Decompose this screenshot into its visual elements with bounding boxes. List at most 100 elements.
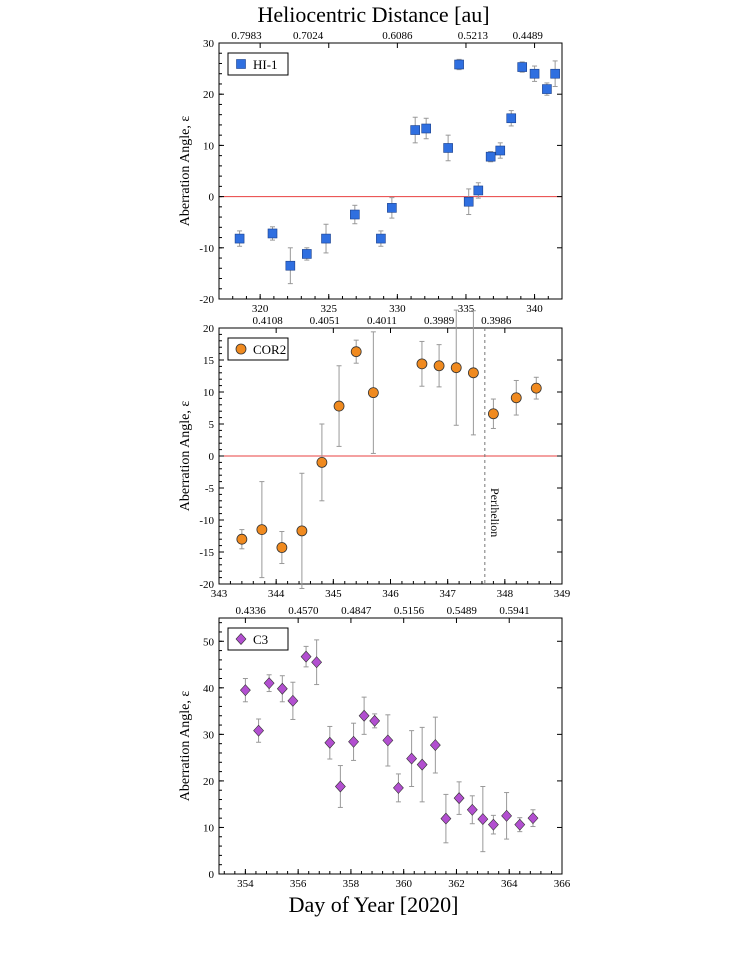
y-tick-label: 0 bbox=[209, 192, 215, 204]
legend-marker bbox=[235, 343, 247, 355]
legend-label: C3 bbox=[253, 632, 268, 647]
x-tick-label: 330 bbox=[389, 303, 406, 315]
top-tick-label: 0.5213 bbox=[458, 30, 489, 42]
y-tick-label: -10 bbox=[199, 243, 214, 255]
data-point bbox=[348, 735, 359, 748]
top-tick-label: 0.5489 bbox=[447, 605, 478, 617]
y-tick-label: 0 bbox=[209, 451, 215, 463]
data-point bbox=[495, 145, 506, 156]
data-point bbox=[443, 143, 453, 153]
plot-frame bbox=[218, 617, 563, 875]
top-tick-label: 0.6086 bbox=[382, 30, 413, 42]
y-tick-label: 20 bbox=[203, 323, 215, 335]
data-point bbox=[550, 68, 560, 79]
data-point bbox=[467, 367, 479, 379]
y-tick-label: 10 bbox=[203, 387, 215, 399]
x-tick-label: 362 bbox=[448, 878, 465, 890]
data-point bbox=[421, 123, 431, 134]
y-axis-label: Aberration Angle, ε bbox=[178, 401, 193, 512]
data-point bbox=[285, 260, 296, 271]
data-point bbox=[510, 392, 522, 404]
top-tick-label: 0.3989 bbox=[424, 315, 455, 327]
x-tick-label: 347 bbox=[439, 588, 456, 600]
x-tick-label: 344 bbox=[268, 588, 285, 600]
top-tick-label: 0.4847 bbox=[341, 605, 372, 617]
data-point bbox=[296, 525, 308, 537]
legend-marker bbox=[235, 633, 247, 645]
legend-label: COR2 bbox=[253, 342, 286, 357]
legend-box bbox=[227, 627, 289, 651]
top-tick-label: 0.4489 bbox=[513, 30, 544, 42]
y-axis-label: Aberration Angle, ε bbox=[178, 116, 193, 227]
y-tick-label: 5 bbox=[209, 419, 215, 431]
data-point bbox=[527, 812, 539, 825]
legend-box bbox=[227, 337, 289, 361]
x-tick-label: 345 bbox=[325, 588, 342, 600]
data-point bbox=[473, 185, 484, 196]
top-tick-label: 0.7024 bbox=[293, 30, 324, 42]
x-tick-label: 348 bbox=[497, 588, 514, 600]
y-axis-label: Aberration Angle, ε bbox=[178, 691, 193, 802]
data-point bbox=[463, 196, 474, 207]
y-tick-label: 30 bbox=[203, 729, 215, 741]
top-tick-label: 0.5941 bbox=[499, 605, 529, 617]
x-tick-label: 358 bbox=[343, 878, 360, 890]
x-tick-label: 364 bbox=[501, 878, 518, 890]
data-point bbox=[239, 684, 251, 697]
data-point bbox=[333, 400, 345, 412]
y-tick-label: 40 bbox=[203, 683, 215, 695]
x-tick-label: 366 bbox=[554, 878, 571, 890]
data-point bbox=[501, 809, 512, 822]
y-tick-label: 10 bbox=[203, 140, 215, 152]
y-tick-label: 20 bbox=[203, 776, 215, 788]
x-tick-label: 349 bbox=[554, 588, 571, 600]
x-tick-label: 360 bbox=[395, 878, 412, 890]
data-point bbox=[416, 358, 428, 370]
top-tick-label: 0.4011 bbox=[367, 315, 397, 327]
data-point bbox=[453, 792, 465, 805]
top-tick-label: 0.3986 bbox=[481, 315, 512, 327]
data-point bbox=[276, 682, 288, 695]
data-point bbox=[416, 758, 428, 771]
data-point bbox=[530, 382, 542, 394]
data-point bbox=[506, 113, 517, 124]
data-point bbox=[487, 408, 499, 420]
y-tick-label: 20 bbox=[203, 89, 215, 101]
data-point bbox=[350, 346, 362, 358]
data-point bbox=[466, 803, 478, 816]
data-point bbox=[334, 780, 346, 793]
plot-frame bbox=[218, 42, 563, 300]
y-tick-label: -20 bbox=[199, 294, 214, 306]
panel-c3: 354 356 358 360 362 364 366 0 10 20 30 40 50 0.4336 0.… bbox=[178, 605, 571, 890]
data-point bbox=[263, 677, 275, 690]
x-tick-label: 340 bbox=[526, 303, 543, 315]
data-point bbox=[367, 387, 379, 399]
data-point bbox=[369, 714, 381, 727]
data-point bbox=[410, 125, 420, 135]
y-tick-label: -20 bbox=[199, 579, 214, 591]
legend-box bbox=[227, 52, 289, 76]
perihelion-label: Perihelion bbox=[488, 488, 502, 537]
data-point bbox=[350, 209, 360, 220]
data-point bbox=[450, 362, 462, 374]
data-point bbox=[234, 233, 245, 244]
x-tick-label: 325 bbox=[321, 303, 338, 315]
top-tick-label: 0.4108 bbox=[252, 315, 283, 327]
y-tick-label: 50 bbox=[203, 636, 215, 648]
top-axis-title: Heliocentric Distance [au] bbox=[257, 2, 490, 27]
data-point bbox=[358, 709, 370, 722]
panel-cor2: Perihelion 343 344 345 346 347 348 349 -20 -15 -10… bbox=[178, 309, 571, 600]
data-point bbox=[393, 781, 404, 794]
legend-marker bbox=[236, 59, 246, 69]
panel-hi1: 320 325 330 335 340 -20 -10 0 10 20 30 0.7983 0.7024… bbox=[178, 30, 563, 315]
data-point bbox=[454, 59, 464, 70]
bottom-axis-title: Day of Year [2020] bbox=[288, 892, 459, 917]
data-point bbox=[256, 524, 268, 535]
x-tick-label: 320 bbox=[252, 303, 269, 315]
data-point bbox=[485, 151, 496, 162]
y-tick-label: 0 bbox=[209, 869, 215, 881]
data-point bbox=[276, 542, 288, 553]
y-tick-label: 30 bbox=[203, 38, 215, 50]
data-point bbox=[311, 656, 323, 669]
